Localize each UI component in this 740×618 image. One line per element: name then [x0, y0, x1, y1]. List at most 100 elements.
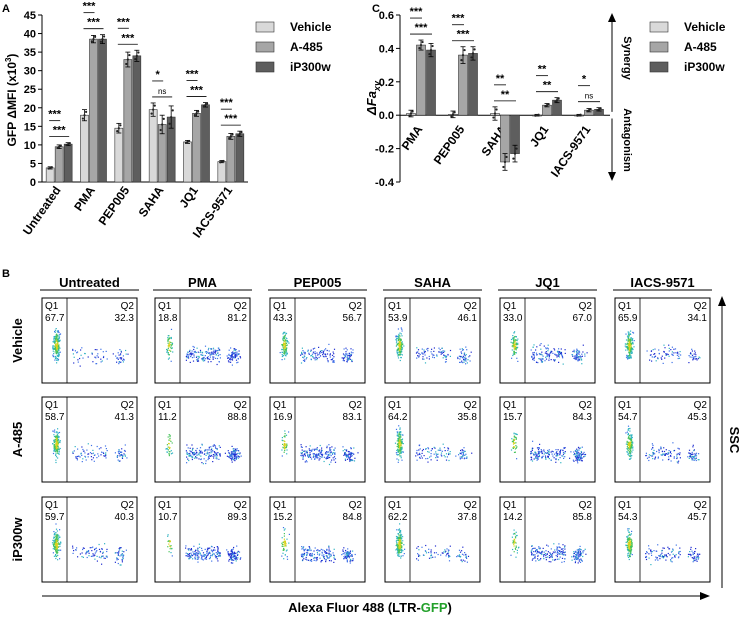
flow-event: [228, 560, 230, 562]
flow-event: [80, 349, 82, 351]
flow-event: [349, 555, 351, 557]
flow-event: [122, 359, 124, 361]
flow-event: [459, 348, 461, 350]
flow-event: [555, 458, 557, 461]
flow-event: [547, 456, 549, 458]
flow-event: [688, 457, 690, 459]
flow-event: [432, 354, 434, 356]
flow-event: [105, 452, 107, 454]
flow-event: [561, 557, 564, 559]
flow-event: [546, 355, 548, 357]
flow-event: [465, 358, 467, 361]
flow-event: [455, 455, 457, 457]
flow-event: [55, 449, 57, 451]
flow-event: [283, 444, 285, 446]
flow-event: [548, 453, 550, 456]
flow-event: [693, 457, 695, 459]
flow-event: [314, 458, 316, 460]
flow-event: [55, 544, 58, 546]
flow-event: [513, 451, 516, 453]
flow-event: [308, 353, 310, 355]
flow-event: [285, 444, 287, 446]
flow-event: [233, 348, 235, 350]
flow-event: [399, 540, 401, 543]
flow-event: [398, 533, 400, 535]
flow-event: [398, 344, 401, 346]
flow-event: [449, 555, 451, 557]
flow-event: [462, 453, 464, 455]
flow-event: [233, 555, 235, 557]
flow-event: [547, 452, 549, 454]
flow-event: [311, 555, 313, 557]
flow-event: [400, 450, 402, 452]
flow-event: [303, 558, 305, 560]
gate-q1-value: 58.7: [45, 412, 65, 423]
flow-event: [86, 550, 88, 552]
y-tick-label: -0.2: [375, 144, 394, 156]
flow-event: [560, 553, 562, 555]
flow-event: [530, 451, 532, 453]
data-point: [231, 133, 234, 136]
flow-event: [211, 555, 213, 557]
flow-event: [532, 358, 534, 361]
flow-event: [426, 357, 428, 359]
data-point: [59, 144, 62, 147]
flow-event: [52, 347, 54, 349]
flow-event: [310, 358, 312, 360]
flow-event: [56, 446, 58, 448]
flow-event: [513, 338, 515, 340]
flow-event: [579, 559, 581, 561]
flow-event: [396, 542, 398, 544]
flow-event: [534, 557, 536, 559]
flow-event: [281, 555, 283, 557]
flow-event: [209, 356, 211, 358]
flow-event: [539, 548, 541, 550]
flow-event: [581, 454, 583, 456]
flow-event: [211, 451, 213, 453]
flow-event: [396, 349, 399, 351]
flow-event: [53, 450, 55, 452]
data-point: [429, 48, 433, 52]
flow-event: [663, 447, 665, 449]
flow-event: [284, 528, 286, 530]
flow-event: [353, 460, 356, 462]
flow-event: [56, 442, 58, 444]
flow-event: [236, 351, 238, 353]
flow-event: [559, 354, 561, 356]
flow-event: [574, 556, 577, 558]
flow-event: [513, 343, 515, 346]
flow-event: [303, 351, 305, 353]
flow-event: [72, 547, 74, 549]
flow-event: [424, 354, 426, 356]
flow-event: [122, 358, 125, 360]
flow-event: [196, 355, 198, 357]
flow-event: [279, 352, 281, 354]
flow-event: [445, 550, 447, 552]
flow-event: [344, 459, 347, 461]
flow-event: [54, 546, 56, 548]
flow-event: [569, 457, 571, 459]
flow-event: [562, 451, 565, 454]
flow-event: [627, 355, 629, 357]
flow-event: [575, 452, 578, 454]
flow-event: [201, 549, 203, 552]
flow-event: [283, 545, 286, 547]
flow-event: [238, 551, 241, 553]
gate-q2-label: Q2: [234, 301, 248, 312]
flow-event: [228, 555, 230, 557]
flow-event: [191, 554, 193, 556]
flow-event: [347, 548, 349, 550]
data-point: [586, 110, 589, 113]
flow-event: [319, 355, 322, 357]
flow-event: [117, 451, 119, 453]
flow-event: [513, 439, 515, 441]
flow-event: [513, 345, 515, 347]
flow-event: [427, 347, 429, 350]
flow-event: [576, 349, 578, 351]
flow-event: [517, 547, 520, 549]
flow-event: [582, 351, 584, 353]
flow-event: [303, 549, 305, 551]
flow-event: [308, 456, 310, 458]
flow-event: [216, 357, 219, 360]
flow-event: [350, 447, 352, 449]
